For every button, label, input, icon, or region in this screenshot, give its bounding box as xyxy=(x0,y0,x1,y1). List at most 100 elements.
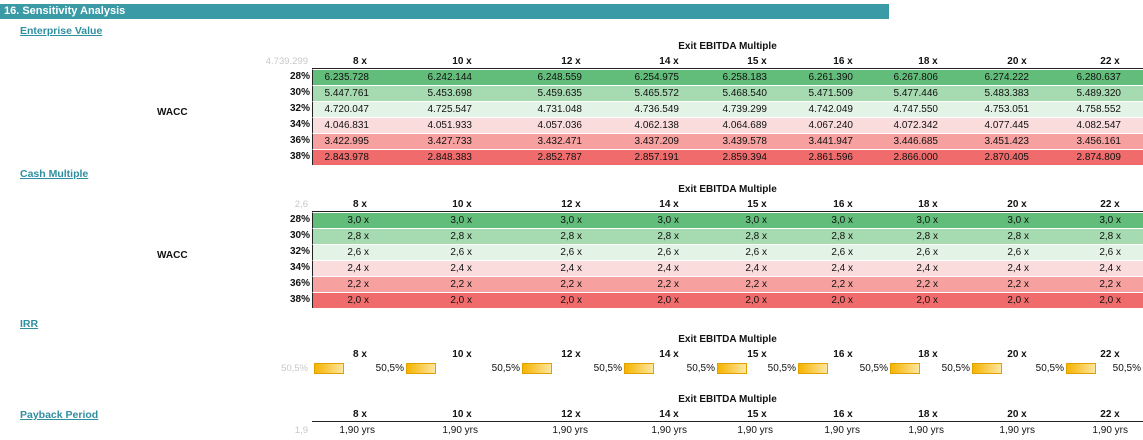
ev-cell[interactable]: 4.046.831 xyxy=(324,120,370,131)
ev-cell[interactable]: 4.753.051 xyxy=(984,104,1030,115)
cm-cell[interactable]: 2,6 x xyxy=(1099,247,1121,258)
ev-cell[interactable]: 4.736.549 xyxy=(634,104,680,115)
cm-cell[interactable]: 2,8 x xyxy=(347,231,369,242)
cm-cell[interactable]: 2,6 x xyxy=(450,247,472,258)
cm-cell[interactable]: 2,4 x xyxy=(560,263,582,274)
ev-cell[interactable]: 4.072.342 xyxy=(893,120,939,131)
cm-cell[interactable]: 3,0 x xyxy=(1099,215,1121,226)
irr-value[interactable]: 50,5% xyxy=(1035,363,1064,374)
enterprise-value-link[interactable]: Enterprise Value xyxy=(20,25,103,37)
ev-cell[interactable]: 2.861.596 xyxy=(808,152,854,163)
payback-value[interactable]: 1,90 yrs xyxy=(908,425,944,436)
cm-cell[interactable]: 2,6 x xyxy=(1007,247,1029,258)
ev-cell[interactable]: 4.067.240 xyxy=(808,120,854,131)
irr-value[interactable]: 50,5% xyxy=(593,363,622,374)
cash-multiple-link[interactable]: Cash Multiple xyxy=(20,168,89,180)
cm-cell[interactable]: 2,8 x xyxy=(560,231,582,242)
ev-cell[interactable]: 5.447.761 xyxy=(324,88,370,99)
ev-cell[interactable]: 4.077.445 xyxy=(984,120,1030,131)
ev-cell[interactable]: 5.459.635 xyxy=(537,88,583,99)
ev-cell[interactable]: 2.870.405 xyxy=(984,152,1030,163)
cm-cell[interactable]: 2,0 x xyxy=(657,295,679,306)
ev-cell[interactable]: 6.261.390 xyxy=(808,72,854,83)
irr-value[interactable]: 50,5% xyxy=(1112,363,1141,374)
cm-cell[interactable]: 2,6 x xyxy=(916,247,938,258)
cm-cell[interactable]: 2,8 x xyxy=(916,231,938,242)
cm-cell[interactable]: 3,0 x xyxy=(745,215,767,226)
payback-value[interactable]: 1,90 yrs xyxy=(552,425,588,436)
payback-value[interactable]: 1,90 yrs xyxy=(999,425,1035,436)
cm-cell[interactable]: 2,8 x xyxy=(831,231,853,242)
cm-cell[interactable]: 2,2 x xyxy=(347,279,369,290)
payback-value[interactable]: 1,90 yrs xyxy=(442,425,478,436)
cm-cell[interactable]: 2,4 x xyxy=(916,263,938,274)
cm-cell[interactable]: 3,0 x xyxy=(916,215,938,226)
ev-cell[interactable]: 5.483.383 xyxy=(984,88,1030,99)
ev-cell[interactable]: 6.274.222 xyxy=(984,72,1030,83)
ev-cell[interactable]: 2.859.394 xyxy=(722,152,768,163)
ev-cell[interactable]: 5.471.509 xyxy=(808,88,854,99)
ev-cell[interactable]: 3.456.161 xyxy=(1076,136,1122,147)
cm-cell[interactable]: 2,2 x xyxy=(745,279,767,290)
irr-value[interactable]: 50,5% xyxy=(686,363,715,374)
cm-cell[interactable]: 2,4 x xyxy=(1099,263,1121,274)
ev-cell[interactable]: 6.258.183 xyxy=(722,72,768,83)
cm-cell[interactable]: 2,6 x xyxy=(657,247,679,258)
cm-cell[interactable]: 3,0 x xyxy=(831,215,853,226)
cm-cell[interactable]: 2,2 x xyxy=(560,279,582,290)
ev-cell[interactable]: 4.739.299 xyxy=(722,104,768,115)
cm-cell[interactable]: 2,0 x xyxy=(831,295,853,306)
ev-cell[interactable]: 5.489.320 xyxy=(1076,88,1122,99)
cm-cell[interactable]: 2,2 x xyxy=(1007,279,1029,290)
ev-cell[interactable]: 5.465.572 xyxy=(634,88,680,99)
cm-cell[interactable]: 2,2 x xyxy=(657,279,679,290)
irr-value[interactable]: 50,5% xyxy=(859,363,888,374)
cm-cell[interactable]: 2,6 x xyxy=(745,247,767,258)
ev-cell[interactable]: 2.848.383 xyxy=(427,152,473,163)
cm-cell[interactable]: 2,4 x xyxy=(1007,263,1029,274)
ev-cell[interactable]: 5.453.698 xyxy=(427,88,473,99)
ev-cell[interactable]: 5.468.540 xyxy=(722,88,768,99)
ev-cell[interactable]: 2.874.809 xyxy=(1076,152,1122,163)
ev-cell[interactable]: 4.051.933 xyxy=(427,120,473,131)
cm-cell[interactable]: 2,8 x xyxy=(1007,231,1029,242)
irr-value[interactable]: 50,5% xyxy=(767,363,796,374)
cm-cell[interactable]: 2,0 x xyxy=(450,295,472,306)
ev-cell[interactable]: 6.235.728 xyxy=(324,72,370,83)
cm-cell[interactable]: 2,8 x xyxy=(1099,231,1121,242)
ev-cell[interactable]: 2.843.978 xyxy=(324,152,370,163)
ev-cell[interactable]: 3.451.423 xyxy=(984,136,1030,147)
ev-cell[interactable]: 3.446.685 xyxy=(893,136,939,147)
ev-cell[interactable]: 3.441.947 xyxy=(808,136,854,147)
cm-cell[interactable]: 2,8 x xyxy=(657,231,679,242)
ev-cell[interactable]: 5.477.446 xyxy=(893,88,939,99)
payback-value[interactable]: 1,90 yrs xyxy=(1092,425,1128,436)
cm-cell[interactable]: 2,0 x xyxy=(1099,295,1121,306)
payback-value[interactable]: 1,90 yrs xyxy=(651,425,687,436)
ev-cell[interactable]: 6.280.637 xyxy=(1076,72,1122,83)
cm-cell[interactable]: 2,4 x xyxy=(745,263,767,274)
ev-cell[interactable]: 3.427.733 xyxy=(427,136,473,147)
ev-cell[interactable]: 6.254.975 xyxy=(634,72,680,83)
cm-cell[interactable]: 3,0 x xyxy=(560,215,582,226)
cm-cell[interactable]: 3,0 x xyxy=(347,215,369,226)
irr-value[interactable]: 50,5% xyxy=(375,363,404,374)
ev-cell[interactable]: 3.439.578 xyxy=(722,136,768,147)
ev-cell[interactable]: 3.432.471 xyxy=(537,136,583,147)
cm-cell[interactable]: 2,8 x xyxy=(450,231,472,242)
cm-cell[interactable]: 2,4 x xyxy=(347,263,369,274)
irr-value[interactable]: 50,5% xyxy=(491,363,520,374)
cm-cell[interactable]: 2,8 x xyxy=(745,231,767,242)
irr-link[interactable]: IRR xyxy=(20,318,39,330)
payback-value[interactable]: 1,90 yrs xyxy=(737,425,773,436)
ev-cell[interactable]: 4.731.048 xyxy=(537,104,583,115)
ev-cell[interactable]: 4.057.036 xyxy=(537,120,583,131)
ev-cell[interactable]: 6.242.144 xyxy=(427,72,473,83)
ev-cell[interactable]: 3.437.209 xyxy=(634,136,680,147)
cm-cell[interactable]: 2,4 x xyxy=(831,263,853,274)
payback-value[interactable]: 1,90 yrs xyxy=(824,425,860,436)
cm-cell[interactable]: 2,2 x xyxy=(916,279,938,290)
ev-cell[interactable]: 4.758.552 xyxy=(1076,104,1122,115)
ev-cell[interactable]: 6.267.806 xyxy=(893,72,939,83)
cm-cell[interactable]: 2,6 x xyxy=(831,247,853,258)
